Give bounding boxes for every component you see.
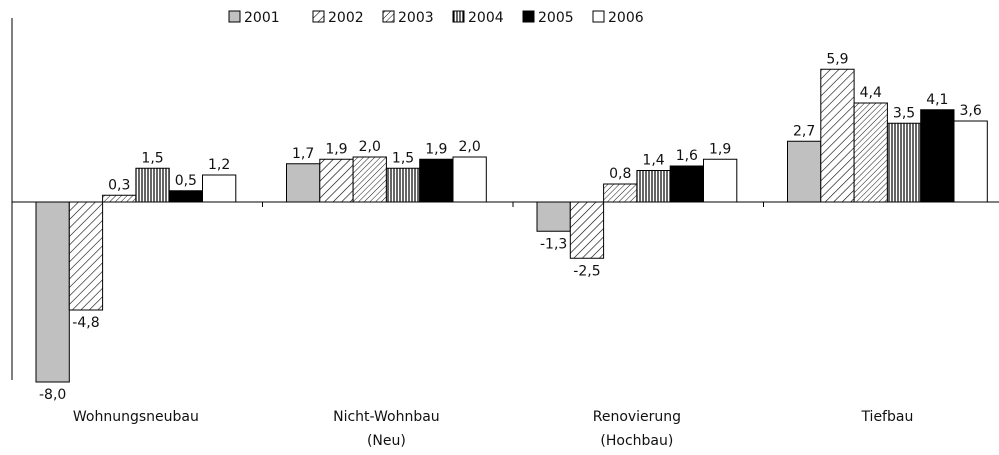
value-label: 0,3 xyxy=(108,177,130,193)
bar-2002-1 xyxy=(319,158,354,203)
bar-2002-3 xyxy=(820,68,855,203)
category-label: Tiefbau xyxy=(860,409,913,425)
value-label: -1,3 xyxy=(540,236,567,252)
bar-2005-0 xyxy=(168,190,203,203)
bar-2006-1 xyxy=(452,156,487,203)
value-label: 4,1 xyxy=(926,92,948,108)
value-label: 2,0 xyxy=(359,139,381,155)
bar-2002-2 xyxy=(569,201,605,259)
value-label: 2,7 xyxy=(793,123,815,139)
category-label: Wohnungsneubau xyxy=(73,409,199,425)
value-label: 5,9 xyxy=(826,51,848,67)
bar-2001-1 xyxy=(286,163,321,203)
value-label: 1,5 xyxy=(141,150,163,166)
value-label: -2,5 xyxy=(573,263,600,279)
bar-2004-2 xyxy=(636,170,671,203)
bar-2001-3 xyxy=(787,140,822,203)
bar-2002-0 xyxy=(68,201,104,311)
value-label: -8,0 xyxy=(39,387,66,403)
legend-swatch xyxy=(312,10,325,23)
bar-2001-2 xyxy=(536,201,571,232)
bar-2004-1 xyxy=(385,167,421,203)
legend-swatch xyxy=(452,10,465,23)
value-label: 1,6 xyxy=(676,148,698,164)
legend-swatch xyxy=(592,10,605,23)
bar-2003-3 xyxy=(853,102,888,203)
value-label: 1,7 xyxy=(292,146,314,162)
bar-2003-2 xyxy=(603,183,638,203)
value-label: 0,5 xyxy=(175,173,197,189)
value-label: 0,8 xyxy=(609,166,631,182)
legend-label: 2004 xyxy=(468,10,504,26)
value-label: 2,0 xyxy=(459,139,481,155)
bar-2006-0 xyxy=(202,174,237,203)
bar-2005-3 xyxy=(920,109,955,203)
bar-2004-0 xyxy=(135,167,170,203)
value-label: -4,8 xyxy=(72,315,99,331)
value-label: 1,2 xyxy=(208,157,230,173)
category-label: Nicht-Wohnbau (Neu) xyxy=(333,409,440,449)
value-label: 1,9 xyxy=(325,141,347,157)
value-label: 1,9 xyxy=(425,141,447,157)
value-label: 1,4 xyxy=(642,153,664,169)
bar-2004-3 xyxy=(886,122,922,203)
legend-label: 2006 xyxy=(608,10,644,26)
value-label: 4,4 xyxy=(860,85,882,101)
bar-2005-2 xyxy=(669,165,705,203)
value-label: 3,5 xyxy=(893,105,915,121)
legend-label: 2002 xyxy=(328,10,364,26)
bar-2006-3 xyxy=(953,120,988,203)
value-label: 3,6 xyxy=(960,103,982,119)
bar-2003-0 xyxy=(102,194,137,203)
legend-label: 2003 xyxy=(398,10,434,26)
bar-2001-0 xyxy=(35,201,70,383)
category-label: Renovierung (Hochbau) xyxy=(593,409,681,449)
legend-swatch xyxy=(228,10,241,23)
value-label: 1,5 xyxy=(392,150,414,166)
category-labels: Wohnungsneubau Nicht-Wohnbau (Neu) Renovier… xyxy=(73,409,913,449)
value-label: 1,9 xyxy=(709,141,731,157)
legend-swatch xyxy=(382,10,395,23)
bar-2003-1 xyxy=(352,156,387,203)
bar-2005-1 xyxy=(419,158,454,203)
bar-2006-2 xyxy=(703,158,738,203)
legend-label: 2005 xyxy=(538,10,574,26)
bars xyxy=(35,68,988,383)
legend-label: 2001 xyxy=(244,10,280,26)
legend-swatch xyxy=(522,10,535,23)
legend: 2001 2002 2003 2004 2005 2006 xyxy=(228,10,644,26)
value-labels: -8,0 -4,8 0,3 1,5 0,5 1,2 1,7 1,9 2,0 1,5 1,9 2,0 -1… xyxy=(39,51,982,403)
